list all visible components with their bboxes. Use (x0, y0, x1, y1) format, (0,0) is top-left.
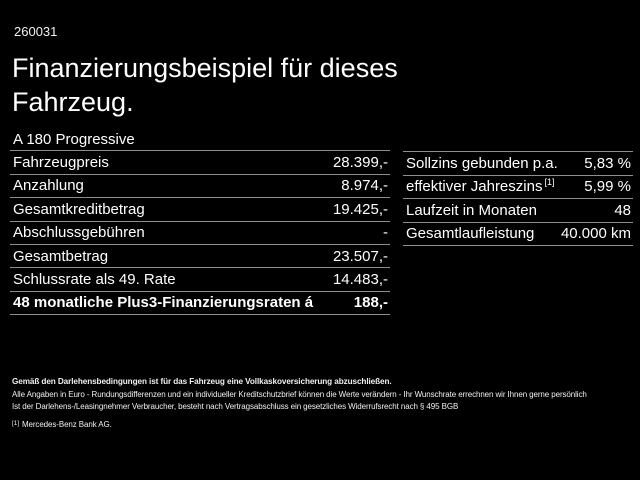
table-row-gesamtlaufleistung: Gesamtlaufleistung 40.000 km (403, 223, 633, 246)
row-value: - (383, 224, 388, 242)
disclaimer-line-1: Alle Angaben in Euro - Rundungsdifferenz… (12, 389, 587, 399)
row-value: 5,83 % (584, 155, 631, 173)
table-row-gesamtbetrag: Gesamtbetrag 23.507,- (10, 245, 390, 269)
table-row-gesamtkreditbetrag: Gesamtkreditbetrag 19.425,- (10, 198, 390, 222)
table-row-schlussrate: Schlussrate als 49. Rate 14.483,- (10, 268, 390, 292)
row-label: Gesamtlaufleistung (406, 225, 535, 243)
row-label: Anzahlung (13, 177, 84, 195)
row-label: 48 monatliche Plus3-Finanzierungsraten á (13, 294, 314, 312)
table-row-laufzeit: Laufzeit in Monaten 48 (403, 199, 633, 223)
row-value: 188,- (353, 294, 388, 312)
row-value: 19.425,- (332, 200, 388, 218)
footnote-marker: [1] (12, 419, 19, 427)
table-row-effektiver-jahreszins: effektiver Jahreszins [1] 5,99 % (403, 176, 633, 200)
reference-number: 260031 (14, 24, 58, 39)
row-value: 28.399,- (332, 154, 388, 172)
row-value: 14.483,- (332, 271, 388, 289)
row-value: 5,99 % (584, 178, 631, 196)
financing-table: A 180 Progressive Fahrzeugpreis 28.399,-… (10, 128, 390, 316)
row-value: 23.507,- (332, 247, 388, 265)
table-row-fahrzeugpreis: Fahrzeugpreis 28.399,- (10, 151, 390, 175)
footnote: [1] Mercedes-Benz Bank AG. (12, 418, 634, 432)
footnote-text: Mercedes-Benz Bank AG. (21, 419, 112, 429)
insurance-notice: Gemäß den Darlehensbedingungen ist für d… (12, 377, 392, 386)
page-title-line2: Fahrzeug. (12, 87, 134, 117)
legal-footer: Gemäß den Darlehensbedingungen ist für d… (12, 376, 634, 431)
row-label: Gesamtbetrag (13, 247, 109, 265)
row-label: Schlussrate als 49. Rate (13, 271, 176, 289)
table-row-sollzins: Sollzins gebunden p.a. 5,83 % (403, 152, 633, 176)
footnote-marker: [1] (544, 177, 555, 188)
table-row-monthly-rate: 48 monatliche Plus3-Finanzierungsraten á… (10, 292, 390, 316)
model-name: A 180 Progressive (13, 130, 135, 148)
table-row-abschlussgebuehren: Abschlussgebühren - (10, 222, 390, 245)
row-label: Gesamtkreditbetrag (13, 200, 145, 218)
conditions-table: Sollzins gebunden p.a. 5,83 % effektiver… (403, 151, 633, 246)
page-title-line1: Finanzierungsbeispiel für dieses (12, 53, 398, 83)
row-label: Sollzins gebunden p.a. (406, 155, 558, 173)
row-label-text: effektiver Jahreszins (406, 178, 543, 196)
row-value: 40.000 km (560, 225, 631, 243)
row-value: 8.974,- (341, 177, 388, 195)
model-row: A 180 Progressive (10, 128, 390, 152)
row-label: Fahrzeugpreis (13, 154, 109, 172)
row-label: Laufzeit in Monaten (406, 201, 537, 219)
row-label: Abschlussgebühren (13, 224, 145, 242)
row-label: effektiver Jahreszins [1] (406, 177, 555, 196)
page-title: Finanzierungsbeispiel für dieses Fahrzeu… (12, 51, 398, 119)
table-row-anzahlung: Anzahlung 8.974,- (10, 175, 390, 199)
row-value: 48 (614, 201, 631, 219)
disclaimer-line-2: Ist der Darlehens-/Leasingnehmer Verbrau… (12, 402, 459, 411)
